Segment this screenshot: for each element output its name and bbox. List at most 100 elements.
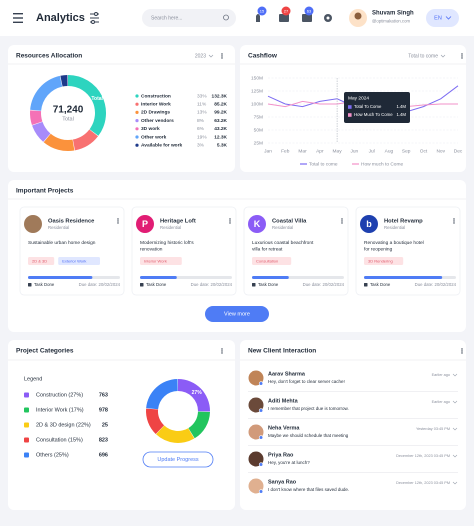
more-menu[interactable] xyxy=(461,53,463,59)
menu-dot xyxy=(461,55,463,57)
y-tick-label: 100M xyxy=(251,101,263,107)
legend-count: 823 xyxy=(99,437,108,443)
search-box[interactable] xyxy=(142,9,236,27)
button-label: Update Progress xyxy=(157,457,199,463)
menu-dot xyxy=(221,55,223,57)
legend-percent: 6% xyxy=(197,126,205,132)
more-menu[interactable] xyxy=(341,218,343,224)
menu-dot xyxy=(229,218,231,220)
project-card[interactable] xyxy=(19,206,125,296)
menu-dot xyxy=(221,57,223,59)
search-icon[interactable] xyxy=(223,14,229,21)
client-time: Yesterday 03:45 PM xyxy=(416,427,450,431)
x-tick-label: Feb xyxy=(281,148,290,154)
time-caret[interactable] xyxy=(452,454,458,458)
project-type: Residential xyxy=(160,225,181,230)
more-menu[interactable] xyxy=(221,53,223,59)
project-icon xyxy=(360,215,378,233)
donut-slice xyxy=(60,75,68,87)
page-title: Analytics xyxy=(36,12,85,24)
project-description: Modernizing historic loft's renovation xyxy=(140,240,194,253)
project-status: Task Done xyxy=(146,282,167,287)
more-menu[interactable] xyxy=(117,218,119,224)
tooltip-swatch xyxy=(348,113,352,117)
x-tick-label: Nov xyxy=(436,148,445,154)
more-menu[interactable] xyxy=(229,218,231,224)
donut-total: 71,240 xyxy=(53,105,84,116)
client-avatar[interactable] xyxy=(248,451,264,467)
more-menu[interactable] xyxy=(221,348,223,354)
more-menu[interactable] xyxy=(461,348,463,354)
mail-icon[interactable] xyxy=(302,14,312,22)
year-selector[interactable]: 2023 xyxy=(195,53,206,59)
filter-icon[interactable] xyxy=(90,12,99,24)
update-progress-button[interactable] xyxy=(142,451,214,468)
client-avatar[interactable] xyxy=(248,478,264,494)
client-time: December 12th, 2023 03:45 PM xyxy=(396,454,450,458)
legend-swatch xyxy=(24,392,29,398)
project-name: Oasis Residence xyxy=(48,219,95,225)
series-selector[interactable]: Total to come xyxy=(408,53,438,59)
legend-percent: 3% xyxy=(197,142,205,148)
project-tag-label: 3D Rendering xyxy=(368,258,393,263)
project-tag xyxy=(28,257,55,265)
legend-label: Construction xyxy=(141,93,171,99)
folder-icon[interactable] xyxy=(279,14,289,22)
language-pill[interactable] xyxy=(426,9,459,27)
client-avatar[interactable] xyxy=(248,370,264,386)
donut-slice xyxy=(178,378,211,412)
project-tag xyxy=(252,257,292,265)
time-caret[interactable] xyxy=(452,427,458,431)
project-status: Task Done xyxy=(34,282,55,287)
legend-dot xyxy=(135,143,139,147)
time-caret[interactable] xyxy=(452,400,458,404)
more-menu[interactable] xyxy=(453,218,455,224)
tooltip-title: May 2024 xyxy=(348,95,369,101)
project-due: Due date: 20/02/2024 xyxy=(303,282,345,287)
project-tag-label: Consultation xyxy=(256,258,278,263)
legend-swatch xyxy=(24,452,29,458)
menu-dot xyxy=(341,218,343,220)
legend-label: Interior Work (17%) xyxy=(36,407,84,413)
slice-label: 27% xyxy=(192,390,203,396)
donut-slice xyxy=(29,110,43,125)
y-tick-label: 25M xyxy=(254,140,263,146)
client-avatar[interactable] xyxy=(248,424,264,440)
time-caret[interactable] xyxy=(452,481,458,485)
y-tick-label: 75M xyxy=(254,114,263,120)
legend-percent: 33% xyxy=(197,93,207,99)
menu-dot xyxy=(221,350,223,352)
menu-icon[interactable] xyxy=(13,13,23,23)
legend-label: 2D & 3D design (22%) xyxy=(36,422,91,428)
project-icon-letter: K xyxy=(254,219,261,229)
legend-label: Consultation (15%) xyxy=(36,437,83,443)
bell-icon[interactable] xyxy=(256,14,260,22)
project-card[interactable] xyxy=(243,206,349,296)
project-card[interactable] xyxy=(355,206,461,296)
legend-label: Total to come xyxy=(309,161,338,167)
filter-knob xyxy=(94,12,98,16)
online-dot xyxy=(258,462,264,467)
tooltip-swatch xyxy=(348,105,352,109)
client-name: Priya Rao xyxy=(268,452,294,458)
view-more-button[interactable] xyxy=(205,306,269,322)
status-icon xyxy=(364,283,368,287)
online-dot xyxy=(258,408,264,413)
text-line: for reopening xyxy=(364,247,393,253)
card xyxy=(240,340,466,510)
x-tick-label: Dec xyxy=(454,148,463,154)
progress-bar xyxy=(140,276,177,279)
x-tick-label: Jan xyxy=(264,148,272,154)
project-card[interactable] xyxy=(131,206,237,296)
project-status: Task Done xyxy=(370,282,391,287)
project-icon-letter: b xyxy=(366,219,372,229)
legend-count: 763 xyxy=(99,392,108,398)
time-caret[interactable] xyxy=(452,373,458,377)
client-time: Earlier ago xyxy=(432,400,450,404)
legend-dot xyxy=(135,110,139,114)
status-icon xyxy=(28,283,32,287)
legend-title: Legend xyxy=(24,376,42,382)
client-name: Neha Verma xyxy=(268,425,300,431)
client-avatar[interactable] xyxy=(248,397,264,413)
card-title: Resources Allocation xyxy=(16,53,82,60)
